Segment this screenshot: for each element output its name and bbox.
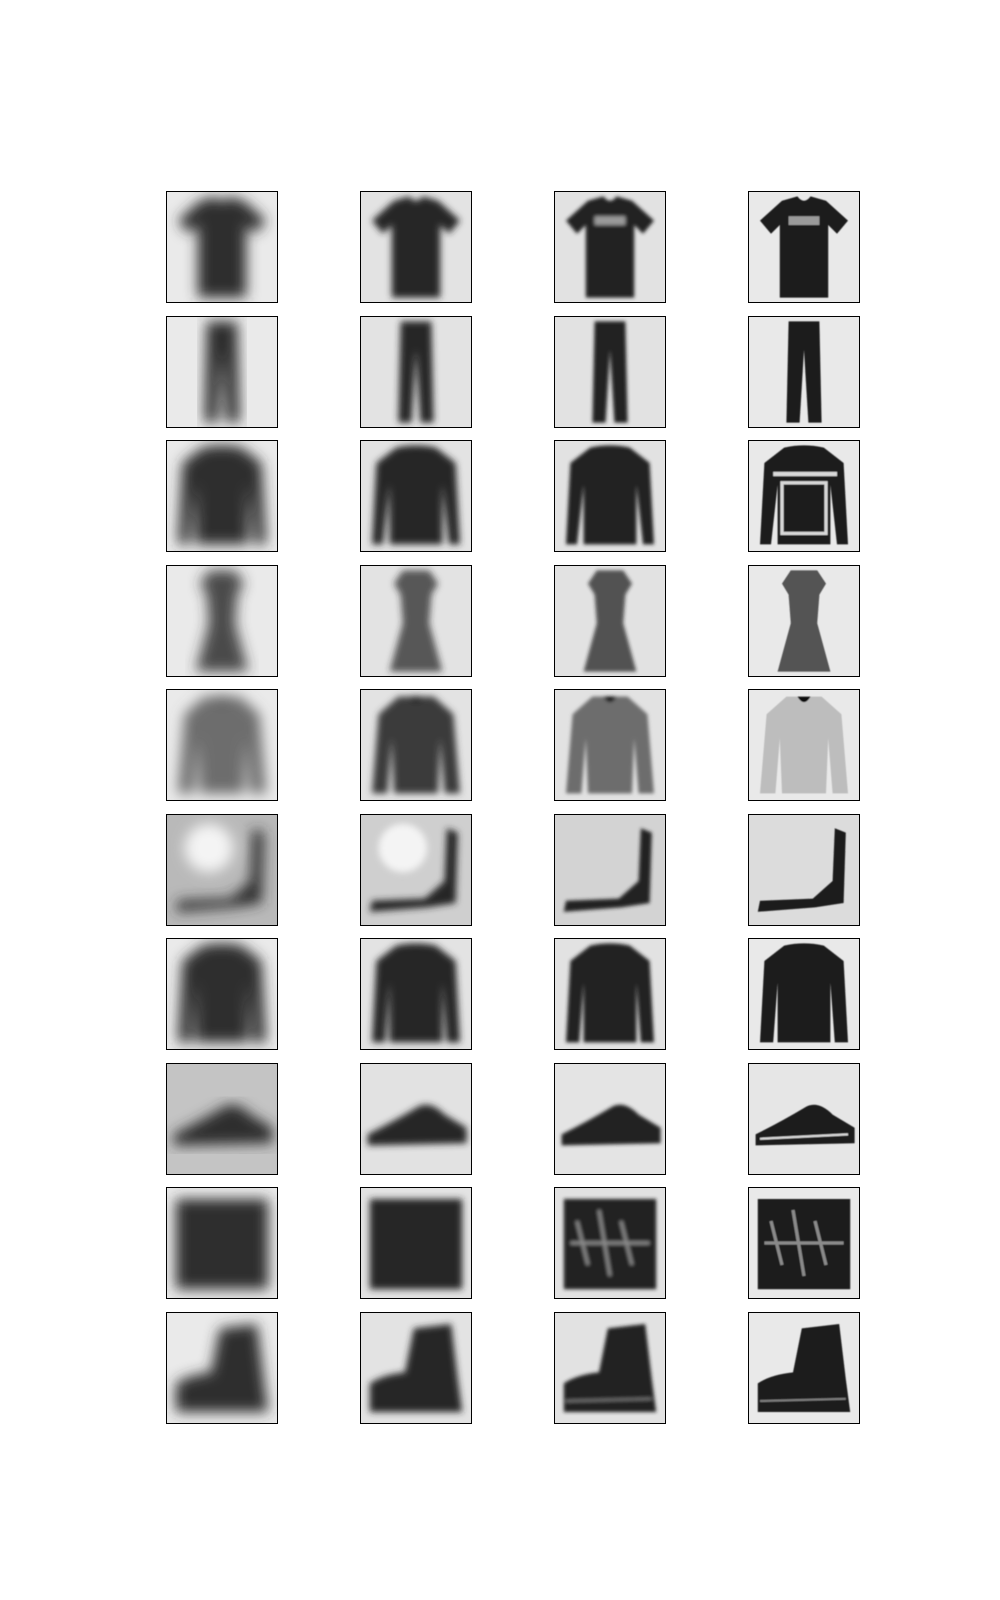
pullover-image bbox=[555, 441, 665, 551]
thumbnail-trouser-col-1 bbox=[166, 315, 278, 428]
thumbnail-tshirt-col-4 bbox=[748, 191, 860, 303]
sandal-image bbox=[361, 814, 471, 925]
thumbnail-ankle-boot-col-1 bbox=[166, 1311, 278, 1424]
dress-image bbox=[555, 565, 665, 676]
thumbnail-coat-col-1 bbox=[166, 689, 278, 801]
thumbnail-sneaker-col-4 bbox=[748, 1062, 860, 1175]
thumbnail-bag-col-1 bbox=[166, 1187, 278, 1299]
trouser-image bbox=[361, 316, 471, 427]
thumbnail-dress-col-2 bbox=[360, 564, 472, 677]
thumbnail-tshirt-col-1 bbox=[166, 191, 278, 303]
sneaker-image bbox=[555, 1063, 665, 1174]
bag-image bbox=[361, 1188, 471, 1298]
thumbnail-sneaker-col-1 bbox=[166, 1062, 278, 1175]
thumbnail-ankle-boot-col-2 bbox=[360, 1311, 472, 1424]
bag-image bbox=[749, 1188, 859, 1298]
thumbnail-pullover-col-1 bbox=[166, 440, 278, 552]
thumbnail-shirt-col-2 bbox=[360, 938, 472, 1050]
thumbnail-coat-col-3 bbox=[554, 689, 666, 801]
thumbnail-shirt-col-1 bbox=[166, 938, 278, 1050]
shirt-image bbox=[749, 939, 859, 1049]
tshirt-image bbox=[361, 192, 471, 302]
thumbnail-pullover-col-2 bbox=[360, 440, 472, 552]
thumbnail-trouser-col-3 bbox=[554, 315, 666, 428]
thumbnail-trouser-col-2 bbox=[360, 315, 472, 428]
thumbnail-ankle-boot-col-4 bbox=[748, 1311, 860, 1424]
thumbnail-dress-col-4 bbox=[748, 564, 860, 677]
thumbnail-sandal-col-1 bbox=[166, 813, 278, 926]
thumbnail-dress-col-3 bbox=[554, 564, 666, 677]
tshirt-image bbox=[749, 192, 859, 302]
thumbnail-pullover-col-3 bbox=[554, 440, 666, 552]
thumbnail-shirt-col-3 bbox=[554, 938, 666, 1050]
dress-image bbox=[361, 565, 471, 676]
thumbnail-dress-col-1 bbox=[166, 564, 278, 677]
thumbnail-bag-col-4 bbox=[748, 1187, 860, 1299]
thumbnail-ankle-boot-col-3 bbox=[554, 1311, 666, 1424]
thumbnail-sneaker-col-3 bbox=[554, 1062, 666, 1175]
thumbnail-pullover-col-4 bbox=[748, 440, 860, 552]
ankle-boot-image bbox=[167, 1312, 277, 1423]
thumbnail-sandal-col-4 bbox=[748, 813, 860, 926]
shirt-image bbox=[555, 939, 665, 1049]
ankle-boot-image bbox=[361, 1312, 471, 1423]
shirt-image bbox=[361, 939, 471, 1049]
dress-image bbox=[749, 565, 859, 676]
thumbnail-tshirt-col-3 bbox=[554, 191, 666, 303]
sneaker-image bbox=[361, 1063, 471, 1174]
bag-image bbox=[167, 1188, 277, 1298]
thumbnail-coat-col-4 bbox=[748, 689, 860, 801]
thumbnail-bag-col-3 bbox=[554, 1187, 666, 1299]
coat-image bbox=[749, 690, 859, 800]
thumbnail-coat-col-2 bbox=[360, 689, 472, 801]
tshirt-image bbox=[167, 192, 277, 302]
coat-image bbox=[555, 690, 665, 800]
pullover-image bbox=[361, 441, 471, 551]
dress-image bbox=[167, 565, 277, 676]
trouser-image bbox=[167, 316, 277, 427]
thumbnail-bag-col-2 bbox=[360, 1187, 472, 1299]
shirt-image bbox=[167, 939, 277, 1049]
thumbnail-tshirt-col-2 bbox=[360, 191, 472, 303]
ankle-boot-image bbox=[749, 1312, 859, 1423]
tshirt-image bbox=[555, 192, 665, 302]
thumbnail-shirt-col-4 bbox=[748, 938, 860, 1050]
sandal-image bbox=[555, 814, 665, 925]
thumbnail-trouser-col-4 bbox=[748, 315, 860, 428]
trouser-image bbox=[555, 316, 665, 427]
thumbnail-sandal-col-3 bbox=[554, 813, 666, 926]
bag-image bbox=[555, 1188, 665, 1298]
pullover-image bbox=[167, 441, 277, 551]
thumbnail-sneaker-col-2 bbox=[360, 1062, 472, 1175]
sandal-image bbox=[167, 814, 277, 925]
sneaker-image bbox=[167, 1063, 277, 1174]
trouser-image bbox=[749, 316, 859, 427]
pullover-image bbox=[749, 441, 859, 551]
sneaker-image bbox=[749, 1063, 859, 1174]
ankle-boot-image bbox=[555, 1312, 665, 1423]
thumbnail-sandal-col-2 bbox=[360, 813, 472, 926]
coat-image bbox=[361, 690, 471, 800]
coat-image bbox=[167, 690, 277, 800]
sandal-image bbox=[749, 814, 859, 925]
